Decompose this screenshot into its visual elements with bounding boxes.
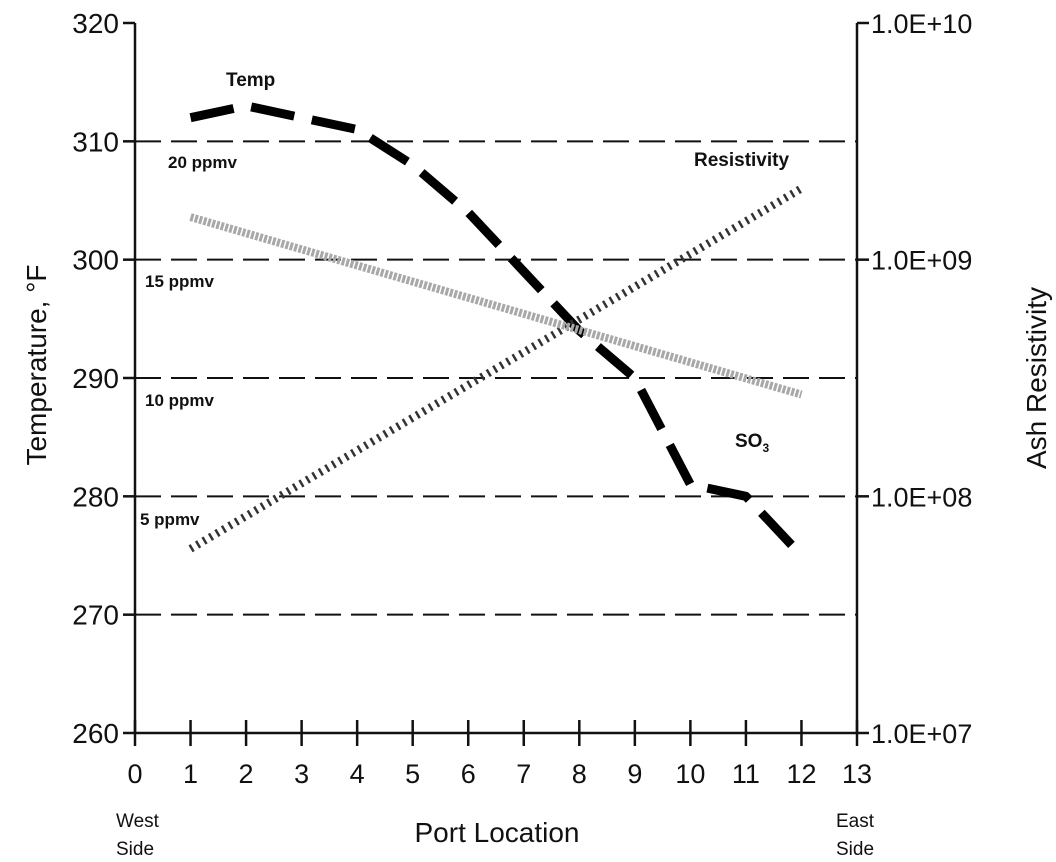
so3-series-line <box>189 213 803 399</box>
y-tick-label-280: 280 <box>72 481 119 512</box>
x-tick-label-0: 0 <box>127 759 142 789</box>
ppmv-label-5: 5 ppmv <box>140 510 200 529</box>
ppmv-label-10: 10 ppmv <box>145 391 215 410</box>
x-tick-label-11: 11 <box>732 759 760 789</box>
resistivity-series-label: Resistivity <box>694 150 789 171</box>
y2-axis-title: Ash Resistivity <box>1021 287 1052 469</box>
west-side-label-line1: West <box>116 811 160 832</box>
y-tick-label-270: 270 <box>72 600 119 631</box>
ppmv-label-15: 15 ppmv <box>145 272 215 291</box>
y2-tick-label-1.0E+09: 1.0E+09 <box>871 246 972 276</box>
x-tick-label-12: 12 <box>786 759 816 789</box>
y2-tick-label-1.0E+08: 1.0E+08 <box>871 482 972 512</box>
x-tick-label-10: 10 <box>675 759 705 789</box>
x-tick-label-13: 13 <box>842 759 872 789</box>
x-tick-label-2: 2 <box>239 759 254 789</box>
y-tick-label-290: 290 <box>72 363 119 394</box>
y-tick-label-300: 300 <box>72 245 119 276</box>
x-tick-label-6: 6 <box>461 759 476 789</box>
y-tick-label-320: 320 <box>72 8 119 39</box>
x-tick-label-7: 7 <box>516 759 531 789</box>
x-tick-label-4: 4 <box>350 759 365 789</box>
x-tick-label-9: 9 <box>627 759 642 789</box>
temp-series-line <box>189 101 805 559</box>
east-side-label-line1: East <box>836 811 875 832</box>
series-lines <box>188 101 805 559</box>
x-axis-title: Port Location <box>415 817 580 848</box>
y2-tick-label-1.0E+07: 1.0E+07 <box>871 719 972 749</box>
so3-series-label: SO3 <box>735 431 769 455</box>
resistivity-series-line <box>188 184 804 553</box>
ppmv-label-20: 20 ppmv <box>168 153 238 172</box>
x-tick-label-8: 8 <box>572 759 587 789</box>
x-tick-label-1: 1 <box>183 759 198 789</box>
x-tick-label-3: 3 <box>294 759 309 789</box>
y-tick-label-310: 310 <box>72 126 119 157</box>
y-axis-title: Temperature, °F <box>21 264 52 465</box>
axes <box>123 21 869 746</box>
y-tick-label-260: 260 <box>72 718 119 749</box>
x-tick-label-5: 5 <box>405 759 420 789</box>
tick-labels: 2602702802903003103201.0E+071.0E+081.0E+… <box>72 8 972 789</box>
west-side-label-line2: Side <box>116 839 154 860</box>
temp-series-label: Temp <box>226 70 275 91</box>
east-side-label-line2: Side <box>836 839 874 860</box>
y2-tick-label-1.0E+10: 1.0E+10 <box>871 9 972 39</box>
